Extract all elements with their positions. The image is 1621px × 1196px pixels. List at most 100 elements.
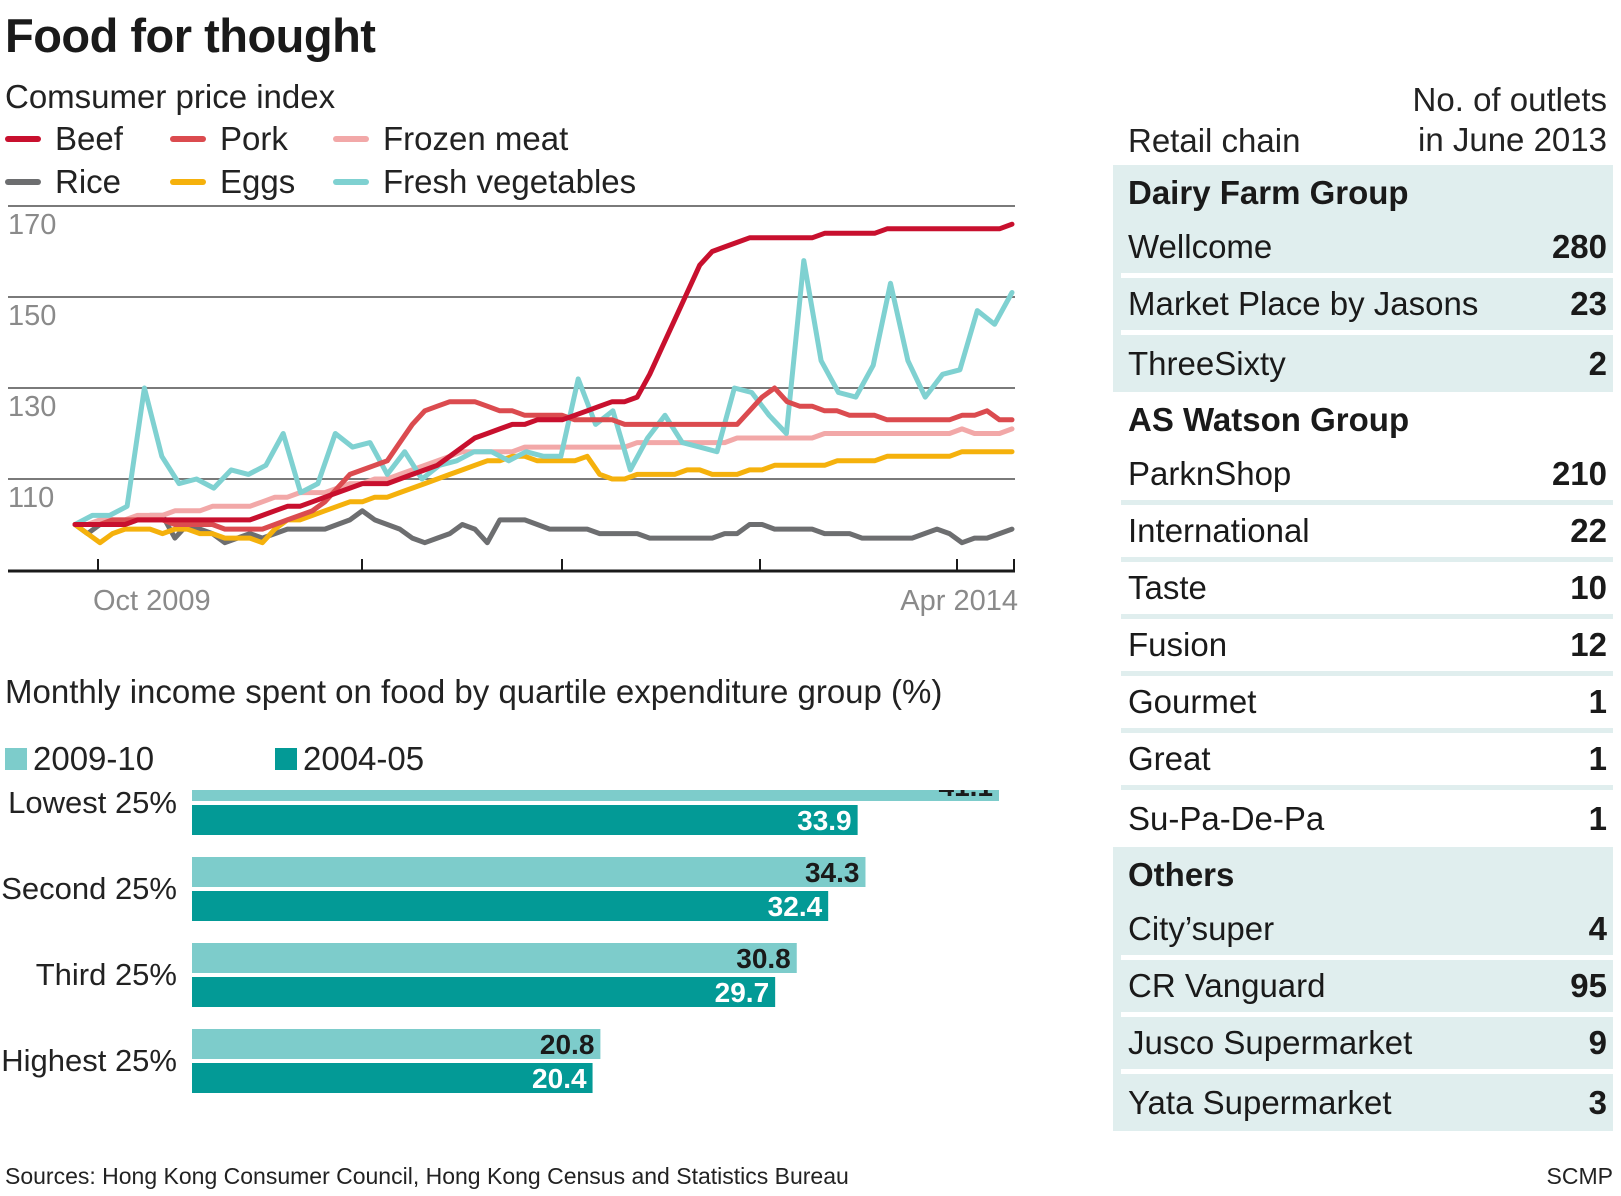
column-header-outlets: No. of outlets in June 2013 [1413,80,1607,161]
x-tick-label: Oct 2009 [93,585,211,617]
bar-2009-10 [192,857,866,887]
outlet-count: 1 [1588,740,1607,777]
line-chart-subtitle: Comsumer price index [5,78,336,115]
legend-swatch-beef [5,136,41,142]
bar-2009-10 [192,790,999,801]
y-tick-label: 130 [8,391,56,423]
bar-2009-10 [192,1029,601,1059]
table-row: Great 1 [1121,733,1613,790]
outlet-count: 95 [1570,967,1607,1004]
bar-value-label: 32.4 [768,891,823,922]
series-line-frozen-meat [72,426,1015,527]
legend-item-beef: Beef [5,120,123,158]
table-row: City’super 4 [1121,903,1613,960]
series-line-pork [72,385,1015,532]
y-tick-label: 170 [8,209,56,241]
table-group: AS Watson Group ParknShop 210 International… [1113,392,1613,847]
table-row: Jusco Supermarket 9 [1121,1017,1613,1074]
table-row: International 22 [1121,505,1613,562]
column-header-outlets-line2: in June 2013 [1418,120,1607,158]
table-row: Gourmet 1 [1121,676,1613,733]
legend-item-frozen-meat: Frozen meat [333,120,568,158]
chain-name: Wellcome [1128,228,1273,265]
chain-name: Jusco Supermarket [1128,1024,1413,1061]
category-label: Highest 25% [1,1043,177,1078]
retail-chain-table: Retail chain No. of outlets in June 2013… [1113,78,1613,1131]
legend-swatch-frozen-meat [333,136,369,142]
legend-swatch-rice [5,179,41,185]
series-line-fresh-vegetables [72,258,1015,527]
y-tick-label: 150 [8,300,56,332]
bar-chart: Lowest 25% 41.1 33.9 Second 25% 34.332.4 Thir… [1,790,999,1094]
credit: SCMP [1546,1163,1613,1189]
table-row: CR Vanguard 95 [1121,960,1613,1017]
bar-value-label: 30.8 [736,943,791,974]
legend-swatch-pork [170,136,206,142]
legend-label-pork: Pork [220,120,288,157]
legend-item-eggs: Eggs [170,163,295,201]
legend-swatch-eggs [170,179,206,185]
group-title: Dairy Farm Group [1128,174,1409,211]
table-row: Taste 10 [1121,562,1613,619]
category-label: Second 25% [1,871,177,906]
bar-legend-item-2009-10: 2009-10 [5,740,154,778]
column-header-outlets-line1: No. of outlets [1412,80,1607,118]
chain-name: ThreeSixty [1128,344,1286,382]
page-title: Food for thought [5,9,376,62]
bar-chart-subtitle: Monthly income spent on food by quartile… [5,673,943,710]
outlet-count: 210 [1551,455,1607,492]
line-chart: 110 130 150 170 Oct 2009 Apr 2014 [8,205,1018,617]
outlet-count: 1 [1588,683,1607,720]
series-line-eggs [72,449,1015,546]
bar-2004-05 [192,977,776,1007]
legend-swatch-fresh-vegetables [333,179,369,185]
group-title: AS Watson Group [1128,401,1410,438]
column-header-retail-chain: Retail chain [1128,122,1301,159]
outlet-count: 23 [1570,285,1607,322]
chain-name: City’super [1128,910,1275,947]
bar-legend-label-2009-10: 2009-10 [33,740,155,777]
source-note: Sources: Hong Kong Consumer Council, Hon… [5,1163,849,1189]
outlet-count: 1 [1588,799,1607,837]
chain-name: Yata Supermarket [1128,1083,1392,1121]
table-row: ParknShop 210 [1121,448,1613,505]
table-body: Dairy Farm Group Wellcome 280 Market Place … [1113,165,1613,1131]
table-group: Others City’super 4 CR Vanguard 95 Jusco Supe… [1113,847,1613,1131]
bar-2004-05 [192,891,829,921]
bar-2009-10 [192,943,797,973]
table-header: Retail chain No. of outlets in June 2013 [1113,78,1613,165]
outlet-count: 280 [1551,228,1607,265]
table-row: Wellcome 280 [1121,221,1613,278]
legend-label-eggs: Eggs [220,163,296,200]
outlet-count: 10 [1570,569,1607,606]
table-row: Market Place by Jasons 23 [1121,278,1613,335]
chain-name: Gourmet [1128,683,1257,720]
bar-legend-swatch-2004-05 [275,748,297,770]
bar-legend-swatch-2009-10 [5,748,27,770]
bar-value-label: 20.8 [540,1029,595,1060]
bar-value-label: 29.7 [715,977,770,1008]
group-title: Others [1128,856,1235,893]
legend-label-rice: Rice [55,163,122,200]
table-row: Fusion 12 [1121,619,1613,676]
outlet-count: 22 [1570,512,1607,549]
table-group: Dairy Farm Group Wellcome 280 Market Place … [1113,165,1613,392]
x-tick-label: Apr 2014 [900,585,1018,617]
chain-name: Great [1128,740,1211,777]
outlet-count: 12 [1570,626,1607,663]
bar-2004-05 [192,805,858,835]
table-row: Yata Supermarket 3 [1121,1074,1613,1131]
bar-legend-label-2004-05: 2004-05 [303,740,425,777]
outlet-count: 9 [1588,1024,1607,1061]
bar-legend-item-2004-05: 2004-05 [275,740,424,778]
legend-item-fresh-vegetables: Fresh vegetables [333,163,636,201]
bar-value-label: 33.9 [797,805,852,836]
series-line-beef [72,221,1015,527]
table-row: ThreeSixty 2 [1121,335,1613,392]
legend-item-rice: Rice [5,163,121,201]
chain-name: Market Place by Jasons [1128,285,1479,322]
table-row: Su-Pa-De-Pa 1 [1121,790,1613,847]
chain-name: ParknShop [1128,455,1292,492]
chain-name: International [1128,512,1310,549]
bar-value-label: 34.3 [805,857,860,888]
